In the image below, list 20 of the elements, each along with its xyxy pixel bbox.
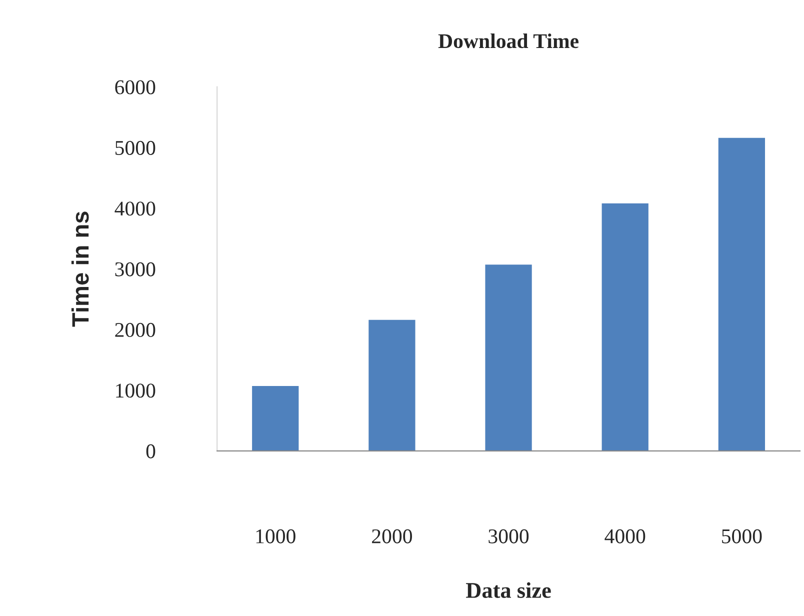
chart-title: Download Time (438, 34, 579, 48)
bar (718, 138, 766, 451)
x-tick-label: 1000 (256, 529, 296, 544)
bar (602, 203, 648, 451)
bar (252, 386, 299, 451)
bar (485, 264, 532, 451)
bar (368, 320, 416, 451)
y-tick-label: 0 (146, 444, 156, 458)
x-axis-title: Data size (466, 582, 551, 598)
y-tick-label: 2000 (115, 322, 156, 337)
y-tick-label: 6000 (115, 80, 156, 94)
y-axis-title: Time in ns (71, 212, 89, 327)
y-tick-label: 3000 (115, 262, 156, 276)
y-tick-label: 5000 (116, 140, 156, 155)
y-tick-label: 1000 (116, 384, 156, 398)
x-tick-label: 5000 (722, 529, 762, 544)
x-tick-label: 2000 (372, 529, 412, 544)
x-tick-label: 3000 (488, 529, 529, 544)
y-tick-label: 4000 (114, 202, 156, 216)
x-tick-label: 4000 (604, 529, 646, 544)
